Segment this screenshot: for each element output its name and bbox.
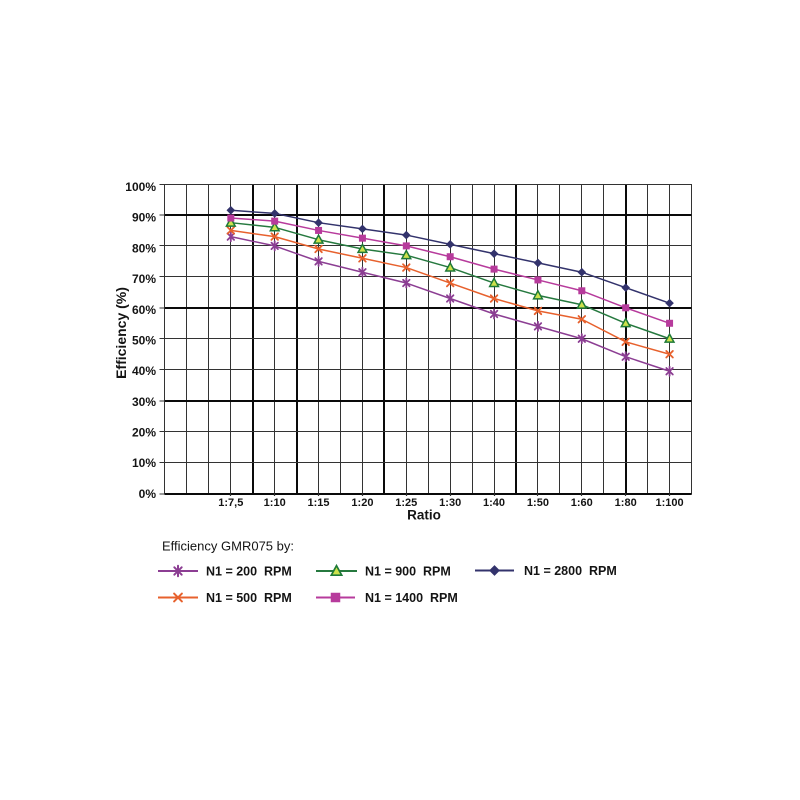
svg-text:1:50: 1:50 xyxy=(527,497,549,509)
svg-text:Efficiency (%): Efficiency (%) xyxy=(113,287,129,379)
svg-text:60%: 60% xyxy=(132,303,156,317)
svg-text:10%: 10% xyxy=(132,456,156,470)
svg-text:1:60: 1:60 xyxy=(571,497,593,509)
svg-text:1:7,5: 1:7,5 xyxy=(218,497,243,509)
svg-text:40%: 40% xyxy=(132,364,156,378)
svg-text:1:40: 1:40 xyxy=(483,497,505,509)
svg-text:1:80: 1:80 xyxy=(615,497,637,509)
svg-text:N1 = 500 RPM: N1 = 500 RPM xyxy=(206,591,292,605)
svg-text:Efficiency GMR075 by:: Efficiency GMR075 by: xyxy=(162,539,294,554)
svg-text:1:25: 1:25 xyxy=(395,497,417,509)
svg-text:N1 = 2800 RPM: N1 = 2800 RPM xyxy=(524,564,617,578)
svg-text:20%: 20% xyxy=(132,426,156,440)
svg-text:70%: 70% xyxy=(132,272,156,286)
svg-text:N1 = 1400 RPM: N1 = 1400 RPM xyxy=(365,591,458,605)
svg-text:100%: 100% xyxy=(125,180,156,194)
svg-text:1:10: 1:10 xyxy=(264,497,286,509)
svg-text:1:15: 1:15 xyxy=(308,497,330,509)
svg-text:1:20: 1:20 xyxy=(351,497,373,509)
svg-text:N1 = 200 RPM: N1 = 200 RPM xyxy=(206,564,292,578)
svg-text:30%: 30% xyxy=(132,395,156,409)
svg-text:N1 = 900 RPM: N1 = 900 RPM xyxy=(365,564,451,578)
svg-text:1:30: 1:30 xyxy=(439,497,461,509)
svg-text:50%: 50% xyxy=(132,333,156,347)
svg-text:90%: 90% xyxy=(132,211,156,225)
svg-text:1:100: 1:100 xyxy=(655,497,683,509)
svg-text:Ratio: Ratio xyxy=(407,508,441,523)
svg-text:0%: 0% xyxy=(139,487,157,501)
svg-text:80%: 80% xyxy=(132,241,156,255)
